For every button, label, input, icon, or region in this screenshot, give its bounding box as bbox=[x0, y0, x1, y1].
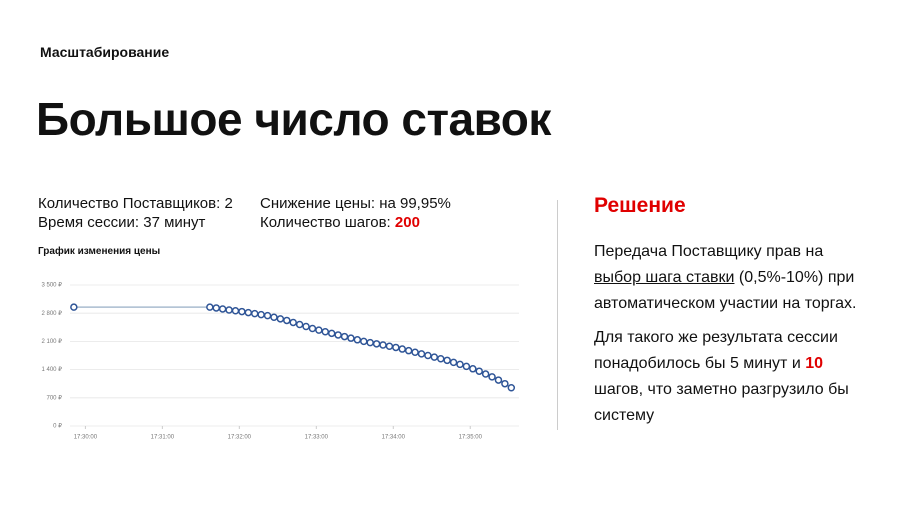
stat: Снижение цены: на 99,95% bbox=[260, 195, 451, 212]
x-tick-label: 17:34:00 bbox=[382, 435, 406, 441]
bid-point bbox=[315, 326, 323, 334]
y-tick-label: 3 500 ₽ bbox=[42, 282, 63, 289]
text: Для такого же результата сессии понадоби… bbox=[594, 329, 838, 372]
bid-point bbox=[360, 337, 368, 346]
slide-title: Большое число ставок bbox=[36, 93, 551, 145]
bid-point bbox=[424, 351, 432, 360]
bid-point bbox=[308, 324, 317, 333]
bid-point bbox=[462, 362, 471, 371]
bid-point bbox=[398, 345, 407, 353]
bid-point bbox=[481, 370, 490, 378]
y-tick-label: 2 100 ₽ bbox=[42, 338, 63, 345]
bid-point bbox=[321, 327, 330, 336]
section-label: Масштабирование bbox=[40, 44, 170, 60]
bid-point bbox=[340, 332, 349, 341]
bid-point bbox=[70, 303, 78, 311]
bid-point bbox=[366, 338, 374, 347]
bid-point bbox=[263, 311, 272, 320]
bid-point bbox=[443, 356, 451, 365]
bid-point bbox=[283, 316, 291, 325]
bid-point bbox=[417, 350, 426, 358]
solution-title: Решение bbox=[594, 194, 686, 217]
x-tick-label: 17:30:00 bbox=[74, 435, 98, 441]
bid-point bbox=[469, 365, 477, 373]
bid-point bbox=[276, 315, 285, 323]
bid-point bbox=[289, 318, 297, 327]
paragraph: Передача Поставщику прав на выбор шага с… bbox=[594, 239, 864, 317]
bid-point bbox=[404, 346, 413, 355]
y-tick-label: 700 ₽ bbox=[47, 394, 63, 401]
bid-point bbox=[244, 308, 253, 317]
bid-point bbox=[302, 322, 310, 331]
x-tick-label: 17:32:00 bbox=[228, 435, 252, 441]
bid-point bbox=[238, 307, 246, 316]
bid-point bbox=[206, 303, 214, 311]
bid-point bbox=[295, 320, 304, 329]
bid-point bbox=[218, 305, 227, 313]
bid-point bbox=[449, 358, 458, 367]
paragraph: Для такого же результата сессии понадоби… bbox=[594, 325, 864, 429]
y-tick-label: 1 400 ₽ bbox=[42, 366, 63, 373]
bid-point bbox=[430, 353, 439, 361]
stat: Количество шагов: 200 bbox=[260, 213, 451, 232]
stats-left: Количество Поставщиков: 2 Время сессии: … bbox=[38, 194, 233, 232]
stat: Количество Поставщиков: 2 bbox=[38, 195, 233, 212]
bid-point bbox=[488, 373, 496, 381]
bid-point bbox=[501, 379, 509, 388]
bid-point bbox=[411, 348, 419, 357]
x-tick-label: 17:31:00 bbox=[151, 435, 175, 441]
bid-point bbox=[385, 342, 394, 350]
stat-value: 200 bbox=[394, 214, 420, 231]
x-tick-label: 17:35:00 bbox=[459, 435, 483, 441]
y-tick-label: 2 800 ₽ bbox=[42, 310, 63, 317]
bid-point bbox=[334, 331, 342, 339]
bid-point bbox=[494, 376, 503, 384]
x-tick-label: 17:33:00 bbox=[305, 435, 329, 441]
text: шагов, что заметно разгрузило бы систему bbox=[594, 381, 849, 424]
bid-point bbox=[327, 329, 336, 338]
bid-point bbox=[212, 304, 220, 312]
text: (0,5%-10%) при автоматическом участии на… bbox=[594, 269, 857, 312]
bid-point bbox=[347, 334, 355, 342]
bid-point bbox=[456, 360, 464, 369]
bid-point bbox=[270, 313, 278, 321]
text: Передача Поставщику прав на bbox=[594, 243, 824, 260]
bid-point bbox=[353, 336, 362, 344]
bid-point bbox=[231, 307, 240, 315]
stat: Время сессии: 37 минут bbox=[38, 214, 206, 231]
solution-text: Передача Поставщику прав на выбор шага с… bbox=[594, 239, 864, 429]
y-tick-label: 0 ₽ bbox=[53, 423, 62, 430]
bid-point bbox=[372, 340, 381, 348]
stats-right: Снижение цены: на 99,95% Количество шаго… bbox=[260, 194, 451, 232]
bid-point bbox=[436, 354, 445, 363]
chart-title: График изменения цены bbox=[38, 246, 161, 257]
divider bbox=[557, 200, 558, 430]
bid-point bbox=[250, 309, 259, 318]
bid-point bbox=[507, 383, 516, 392]
link: выбор шага ставки bbox=[594, 269, 735, 286]
highlight: 10 bbox=[805, 355, 824, 372]
stat-label: Количество шагов: bbox=[260, 214, 395, 231]
bid-point bbox=[379, 341, 387, 349]
bid-point bbox=[225, 306, 233, 314]
bid-point bbox=[475, 367, 483, 375]
bid-point bbox=[257, 310, 265, 319]
bid-point bbox=[392, 343, 400, 352]
